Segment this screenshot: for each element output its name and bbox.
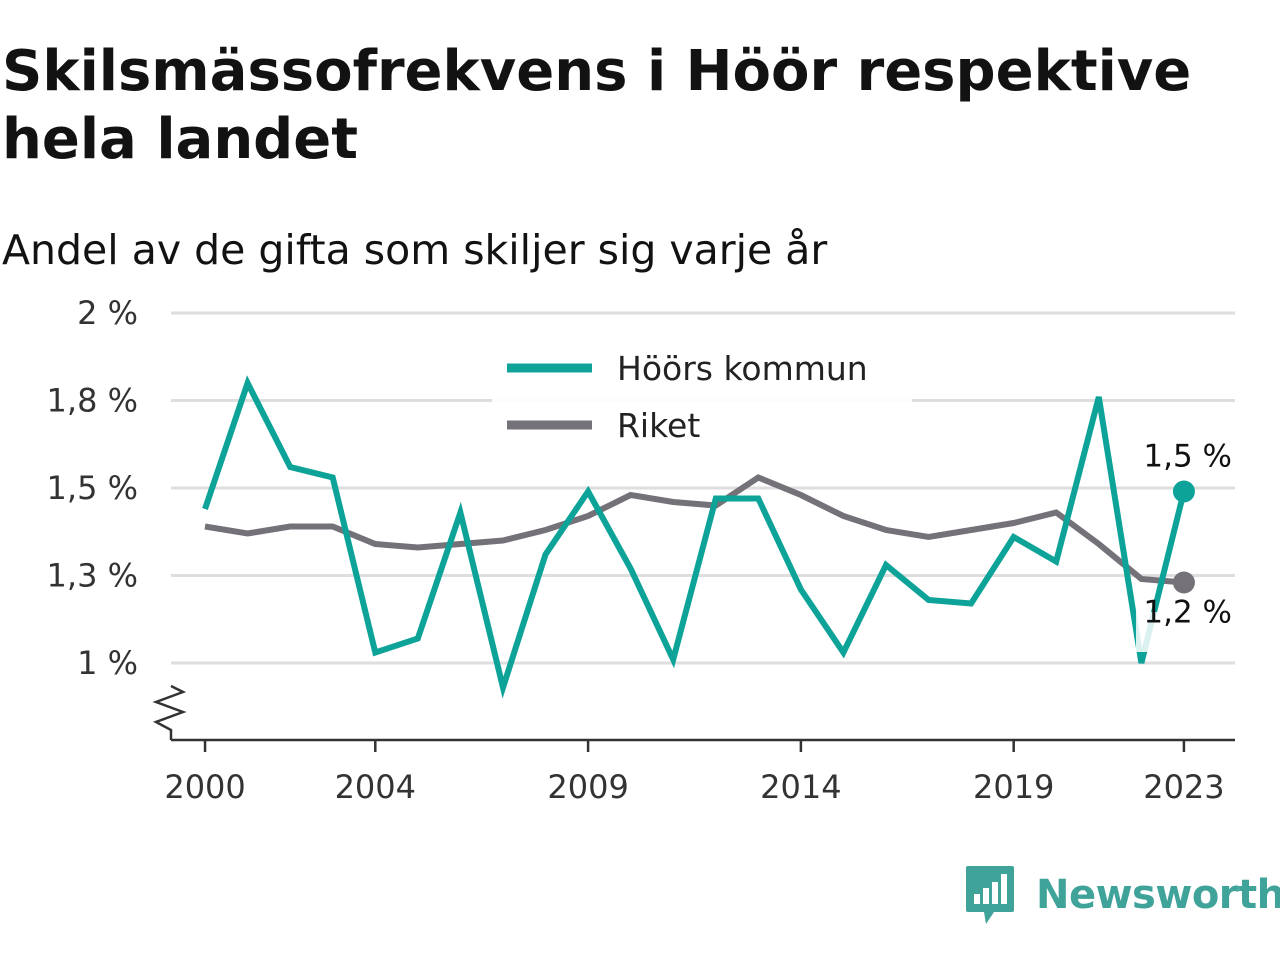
x-tick-label: 2000 — [164, 768, 245, 806]
series-line-riket — [204, 474, 1185, 586]
y-tick-label: 1,8 % — [47, 382, 138, 420]
end-label-riket: 1,2 % — [1143, 595, 1232, 631]
series-end-point — [1172, 480, 1195, 503]
brand-logo: Newsworthy — [964, 864, 1280, 926]
x-tick-label: 2004 — [335, 768, 416, 806]
y-tick-label: 1 % — [77, 644, 138, 682]
y-axis-break — [152, 684, 187, 740]
legend-label: Riket — [617, 406, 700, 445]
newsworthy-logo-icon — [966, 866, 1014, 924]
y-tick-label: 2 % — [77, 294, 138, 332]
chart-subtitle: Andel av de gifta som skiljer sig varje … — [2, 226, 828, 274]
series-line-hoors-kommun — [202, 375, 1187, 699]
series-lines — [202, 375, 1195, 699]
end-labels: 1,5 % 1,2 % — [1136, 439, 1232, 652]
y-tick-label: 1,3 % — [47, 557, 138, 595]
legend: Höörs kommun Riket — [492, 340, 912, 460]
legend-background — [492, 340, 912, 460]
y-axis-ticks: 1 % 1,3 % 1,5 % 1,8 % 2 % — [47, 294, 138, 682]
y-tick-label: 1,5 % — [47, 469, 138, 507]
x-tick-label: 2019 — [973, 768, 1054, 806]
x-tick-label: 2023 — [1143, 768, 1224, 806]
end-label-hoors-kommun: 1,5 % — [1143, 439, 1232, 475]
x-tick-label: 2014 — [760, 768, 841, 806]
axes — [152, 684, 1235, 742]
end-label-background — [1136, 612, 1232, 652]
x-axis-ticks: 2000 2004 2009 2014 2019 2023 — [164, 740, 1225, 806]
brand-name: Newsworthy — [1036, 872, 1280, 918]
legend-label: Höörs kommun — [617, 349, 868, 388]
x-tick-label: 2009 — [547, 768, 628, 806]
chart-title: Skilsmässofrekvens i Höör respektive hel… — [2, 39, 1192, 172]
series-end-point — [1172, 571, 1195, 594]
